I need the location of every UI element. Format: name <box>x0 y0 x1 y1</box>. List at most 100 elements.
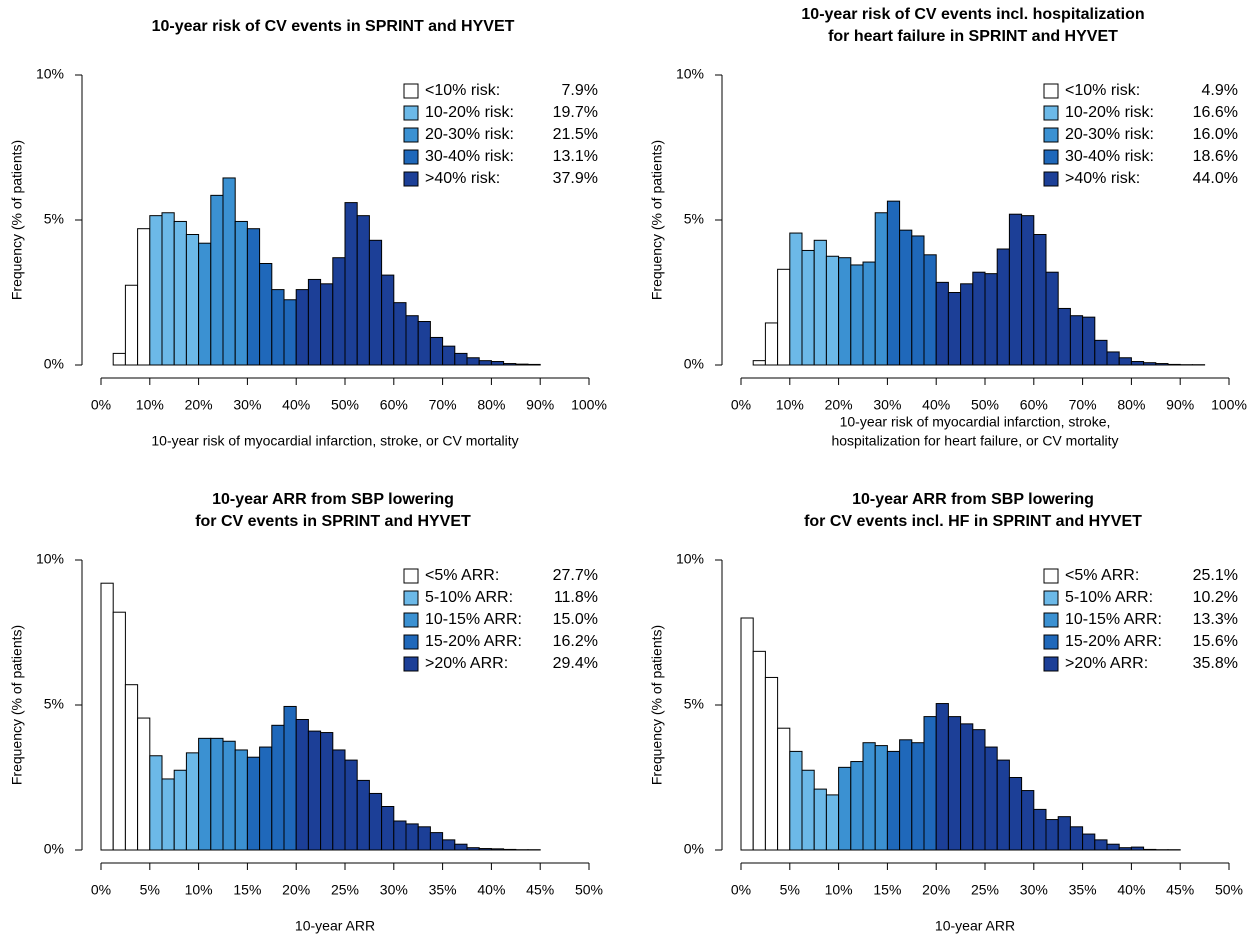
legend-value: 10.2% <box>1193 589 1238 606</box>
legend-value: 16.2% <box>553 633 598 650</box>
bar <box>149 755 163 851</box>
bar <box>911 742 925 851</box>
bar <box>825 255 840 366</box>
bar <box>332 749 346 851</box>
x-tick-label: 70% <box>1069 397 1097 413</box>
x-tick-label: 10% <box>185 882 213 898</box>
legend-value: 27.7% <box>553 567 598 584</box>
x-tick-label: 90% <box>1166 397 1194 413</box>
bar <box>1106 351 1120 366</box>
x-tick-label: 20% <box>185 397 213 413</box>
bar <box>466 847 480 851</box>
bar <box>198 242 212 366</box>
bar <box>935 281 949 366</box>
x-tick-label: 15% <box>873 882 901 898</box>
bar <box>490 361 505 366</box>
bar <box>185 234 200 366</box>
bar <box>478 360 492 366</box>
x-tick-label: 30% <box>873 397 901 413</box>
bar <box>210 194 224 366</box>
bar <box>1082 316 1096 366</box>
y-axis-label: Frequency (% of patients) <box>649 140 665 300</box>
bar <box>1008 777 1023 851</box>
bar <box>503 363 517 366</box>
y-axis-label: Frequency (% of patients) <box>649 625 665 785</box>
bar <box>1094 839 1108 851</box>
x-tick-label: 5% <box>780 882 800 898</box>
bar <box>1130 361 1145 366</box>
x-tick-label: 40% <box>282 397 310 413</box>
bar <box>478 848 492 851</box>
bar <box>246 756 261 851</box>
x-tick-label: 5% <box>140 882 160 898</box>
legend-label: >40% risk: <box>1065 170 1140 187</box>
bar <box>972 729 986 851</box>
panel: 10-year risk of CV events incl. hospital… <box>649 6 1247 448</box>
bar <box>947 716 962 851</box>
bar <box>124 684 139 851</box>
bar <box>234 749 248 851</box>
x-tick-label: 45% <box>1166 882 1194 898</box>
y-tick-label: 5% <box>44 211 64 227</box>
x-tick-label: 50% <box>575 882 603 898</box>
legend-swatch <box>1043 83 1059 99</box>
bar <box>1021 790 1035 851</box>
legend-label: <5% ARR: <box>425 567 499 584</box>
y-tick-label: 0% <box>44 841 64 857</box>
bar <box>874 212 888 366</box>
bar <box>764 322 779 366</box>
legend-swatch <box>403 127 419 143</box>
bar <box>173 220 187 366</box>
bar <box>356 215 370 366</box>
legend-swatch <box>1043 634 1059 650</box>
legend-label: <10% risk: <box>1065 82 1140 99</box>
bar <box>1130 846 1145 851</box>
bar <box>886 200 901 366</box>
bar <box>850 761 864 851</box>
x-tick-label: 45% <box>526 882 554 898</box>
bar <box>1045 819 1059 851</box>
x-tick-label: 40% <box>1117 882 1145 898</box>
bar <box>886 750 901 851</box>
legend-label: >40% risk: <box>425 170 500 187</box>
bar <box>789 232 803 366</box>
bar <box>198 737 212 851</box>
bar <box>862 261 876 366</box>
bar <box>1057 307 1071 366</box>
x-tick-label: 20% <box>825 397 853 413</box>
x-tick-label: 10% <box>825 882 853 898</box>
legend-value: 13.1% <box>553 148 598 165</box>
bar <box>1082 833 1096 851</box>
bar <box>112 611 126 851</box>
bar <box>1094 339 1108 366</box>
chart-title: for CV events incl. HF in SPRINT and HYV… <box>804 513 1142 530</box>
legend-label: 10-20% risk: <box>1065 104 1154 121</box>
bar <box>740 617 754 851</box>
bar <box>1143 848 1157 851</box>
bar <box>813 788 827 851</box>
x-tick-label: 50% <box>1215 882 1243 898</box>
bar <box>344 202 358 366</box>
legend-swatch <box>1043 127 1059 143</box>
bar <box>923 254 937 366</box>
y-axis-label: Frequency (% of patients) <box>9 140 25 300</box>
bar <box>752 650 766 851</box>
legend-swatch <box>1043 568 1059 584</box>
legend-value: 29.4% <box>553 655 598 672</box>
bar <box>1008 213 1023 366</box>
legend-value: 15.6% <box>1193 633 1238 650</box>
legend-label: 30-40% risk: <box>1065 148 1154 165</box>
bar <box>1167 363 1181 366</box>
bar <box>295 719 309 851</box>
x-tick-label: 80% <box>477 397 505 413</box>
x-tick-label: 0% <box>91 882 111 898</box>
legend-value: 44.0% <box>1193 170 1238 187</box>
bar <box>801 249 815 366</box>
bar <box>935 703 949 851</box>
bar <box>789 750 803 851</box>
x-tick-label: 10% <box>776 397 804 413</box>
bar <box>515 363 529 366</box>
bar <box>838 257 852 366</box>
bar <box>442 839 456 851</box>
x-axis-label: hospitalization for heart failure, or CV… <box>831 433 1118 449</box>
